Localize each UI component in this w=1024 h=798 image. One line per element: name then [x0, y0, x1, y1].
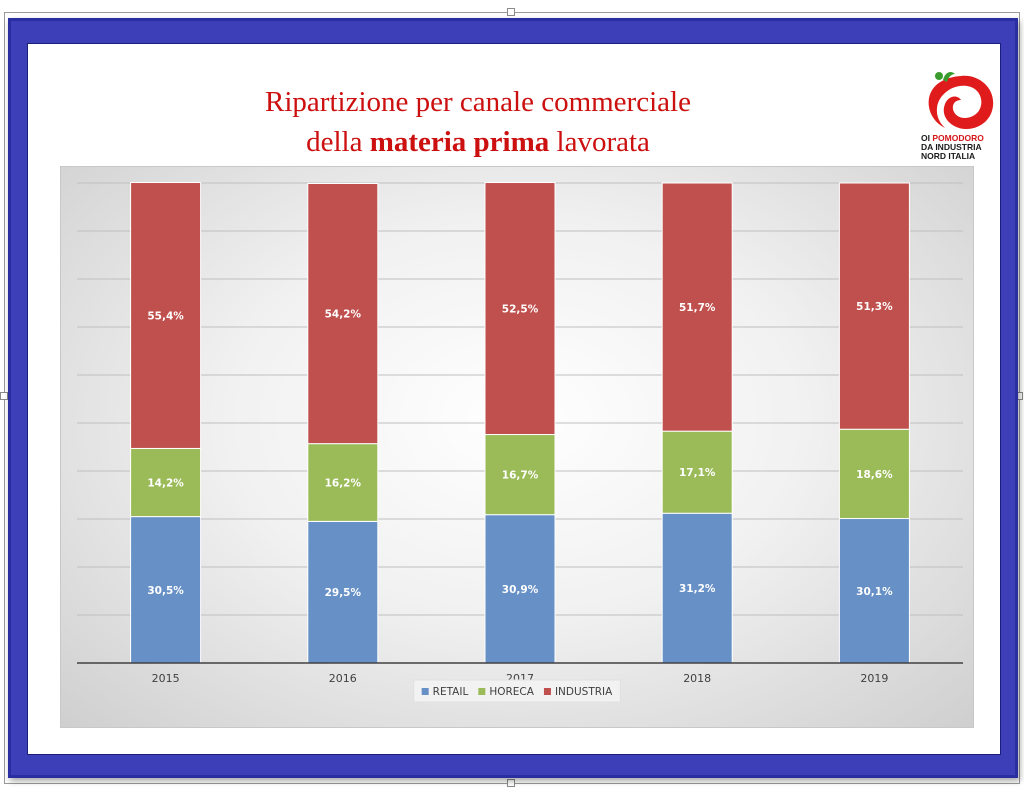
legend-label-retail: RETAIL	[433, 686, 469, 698]
resize-handle-bottom[interactable]	[507, 779, 515, 787]
bar-horeca-2019[interactable]	[838, 428, 910, 520]
bar-retail-2019[interactable]	[838, 518, 910, 664]
slide-frame: Ripartizione per canale commerciale dell…	[8, 18, 1018, 778]
slide-title: Ripartizione per canale commerciale dell…	[128, 82, 828, 162]
data-label: 52,5%	[502, 304, 539, 316]
logo-text: OI POMODORO DA INDUSTRIA NORD ITALIA	[921, 134, 1001, 161]
title-line-2-bold: materia prima	[369, 126, 550, 158]
bar-industria-2019[interactable]	[838, 182, 910, 430]
data-label: 51,3%	[856, 301, 893, 313]
data-label: 16,2%	[325, 478, 362, 490]
data-label: 18,6%	[856, 469, 893, 481]
legend-label-industria: INDUSTRIA	[555, 686, 613, 698]
stacked-bar-chart: 30,5% 14,2% 55,4% 2015 29,5% 16,2% 54,2% 2016 30…	[77, 182, 963, 703]
bar-industria-2015[interactable]	[130, 182, 202, 449]
data-label: 16,7%	[502, 470, 539, 482]
bar-industria-2018[interactable]	[661, 182, 733, 432]
logo-line-3: NORD ITALIA	[921, 151, 976, 161]
legend-swatch-retail	[421, 688, 429, 695]
title-line-2-pre: della	[306, 126, 370, 158]
resize-handle-top[interactable]	[507, 8, 515, 16]
legend-swatch-horeca	[478, 688, 486, 695]
bar-retail-2016[interactable]	[307, 520, 379, 664]
data-label: 30,9%	[502, 584, 539, 596]
x-tick-label: 2018	[683, 672, 711, 685]
bar-horeca-2018[interactable]	[661, 430, 733, 514]
data-label: 29,5%	[325, 587, 362, 599]
bar-retail-2018[interactable]	[661, 512, 733, 664]
bar-retail-2015[interactable]	[130, 516, 202, 664]
chart-area[interactable]: 30,5% 14,2% 55,4% 2015 29,5% 16,2% 54,2% 2016 30…	[60, 166, 974, 728]
oi-pomodoro-logo: OI POMODORO DA INDUSTRIA NORD ITALIA	[921, 66, 1001, 176]
data-label: 31,2%	[679, 583, 716, 595]
legend-swatch-industria	[543, 688, 551, 695]
logo-line-2: DA INDUSTRIA	[921, 142, 982, 152]
title-line-2-post: lavorata	[549, 126, 650, 158]
bar-horeca-2016[interactable]	[307, 443, 379, 522]
x-tick-label: 2016	[329, 672, 357, 685]
legend-background	[413, 679, 621, 703]
data-label: 30,1%	[856, 586, 893, 598]
data-label: 14,2%	[147, 478, 184, 490]
data-label: 51,7%	[679, 302, 716, 314]
bar-retail-2017[interactable]	[484, 514, 556, 664]
bar-horeca-2015[interactable]	[130, 447, 202, 518]
bar-industria-2017[interactable]	[484, 182, 556, 436]
bar-industria-2016[interactable]	[307, 182, 379, 445]
logo-pomodoro: POMODORO	[932, 133, 984, 143]
x-tick-label: 2019	[860, 672, 888, 685]
title-line-2: della materia prima lavorata	[128, 122, 828, 162]
resize-handle-left[interactable]	[0, 392, 8, 400]
data-label: 55,4%	[147, 310, 184, 322]
bar-horeca-2017[interactable]	[484, 434, 556, 516]
data-label: 30,5%	[147, 585, 184, 597]
data-label: 17,1%	[679, 467, 716, 479]
logo-line-1: OI POMODORO	[921, 134, 1001, 143]
x-tick-label: 2015	[152, 672, 180, 685]
slide-content: Ripartizione per canale commerciale dell…	[27, 43, 1001, 755]
data-label: 54,2%	[325, 309, 362, 321]
tomato-logo-icon	[928, 72, 994, 130]
legend: RETAIL HORECA INDUSTRIA	[413, 679, 621, 703]
title-line-1: Ripartizione per canale commerciale	[265, 86, 691, 118]
legend-label-horeca: HORECA	[489, 686, 534, 698]
logo-oi: OI	[921, 133, 933, 143]
